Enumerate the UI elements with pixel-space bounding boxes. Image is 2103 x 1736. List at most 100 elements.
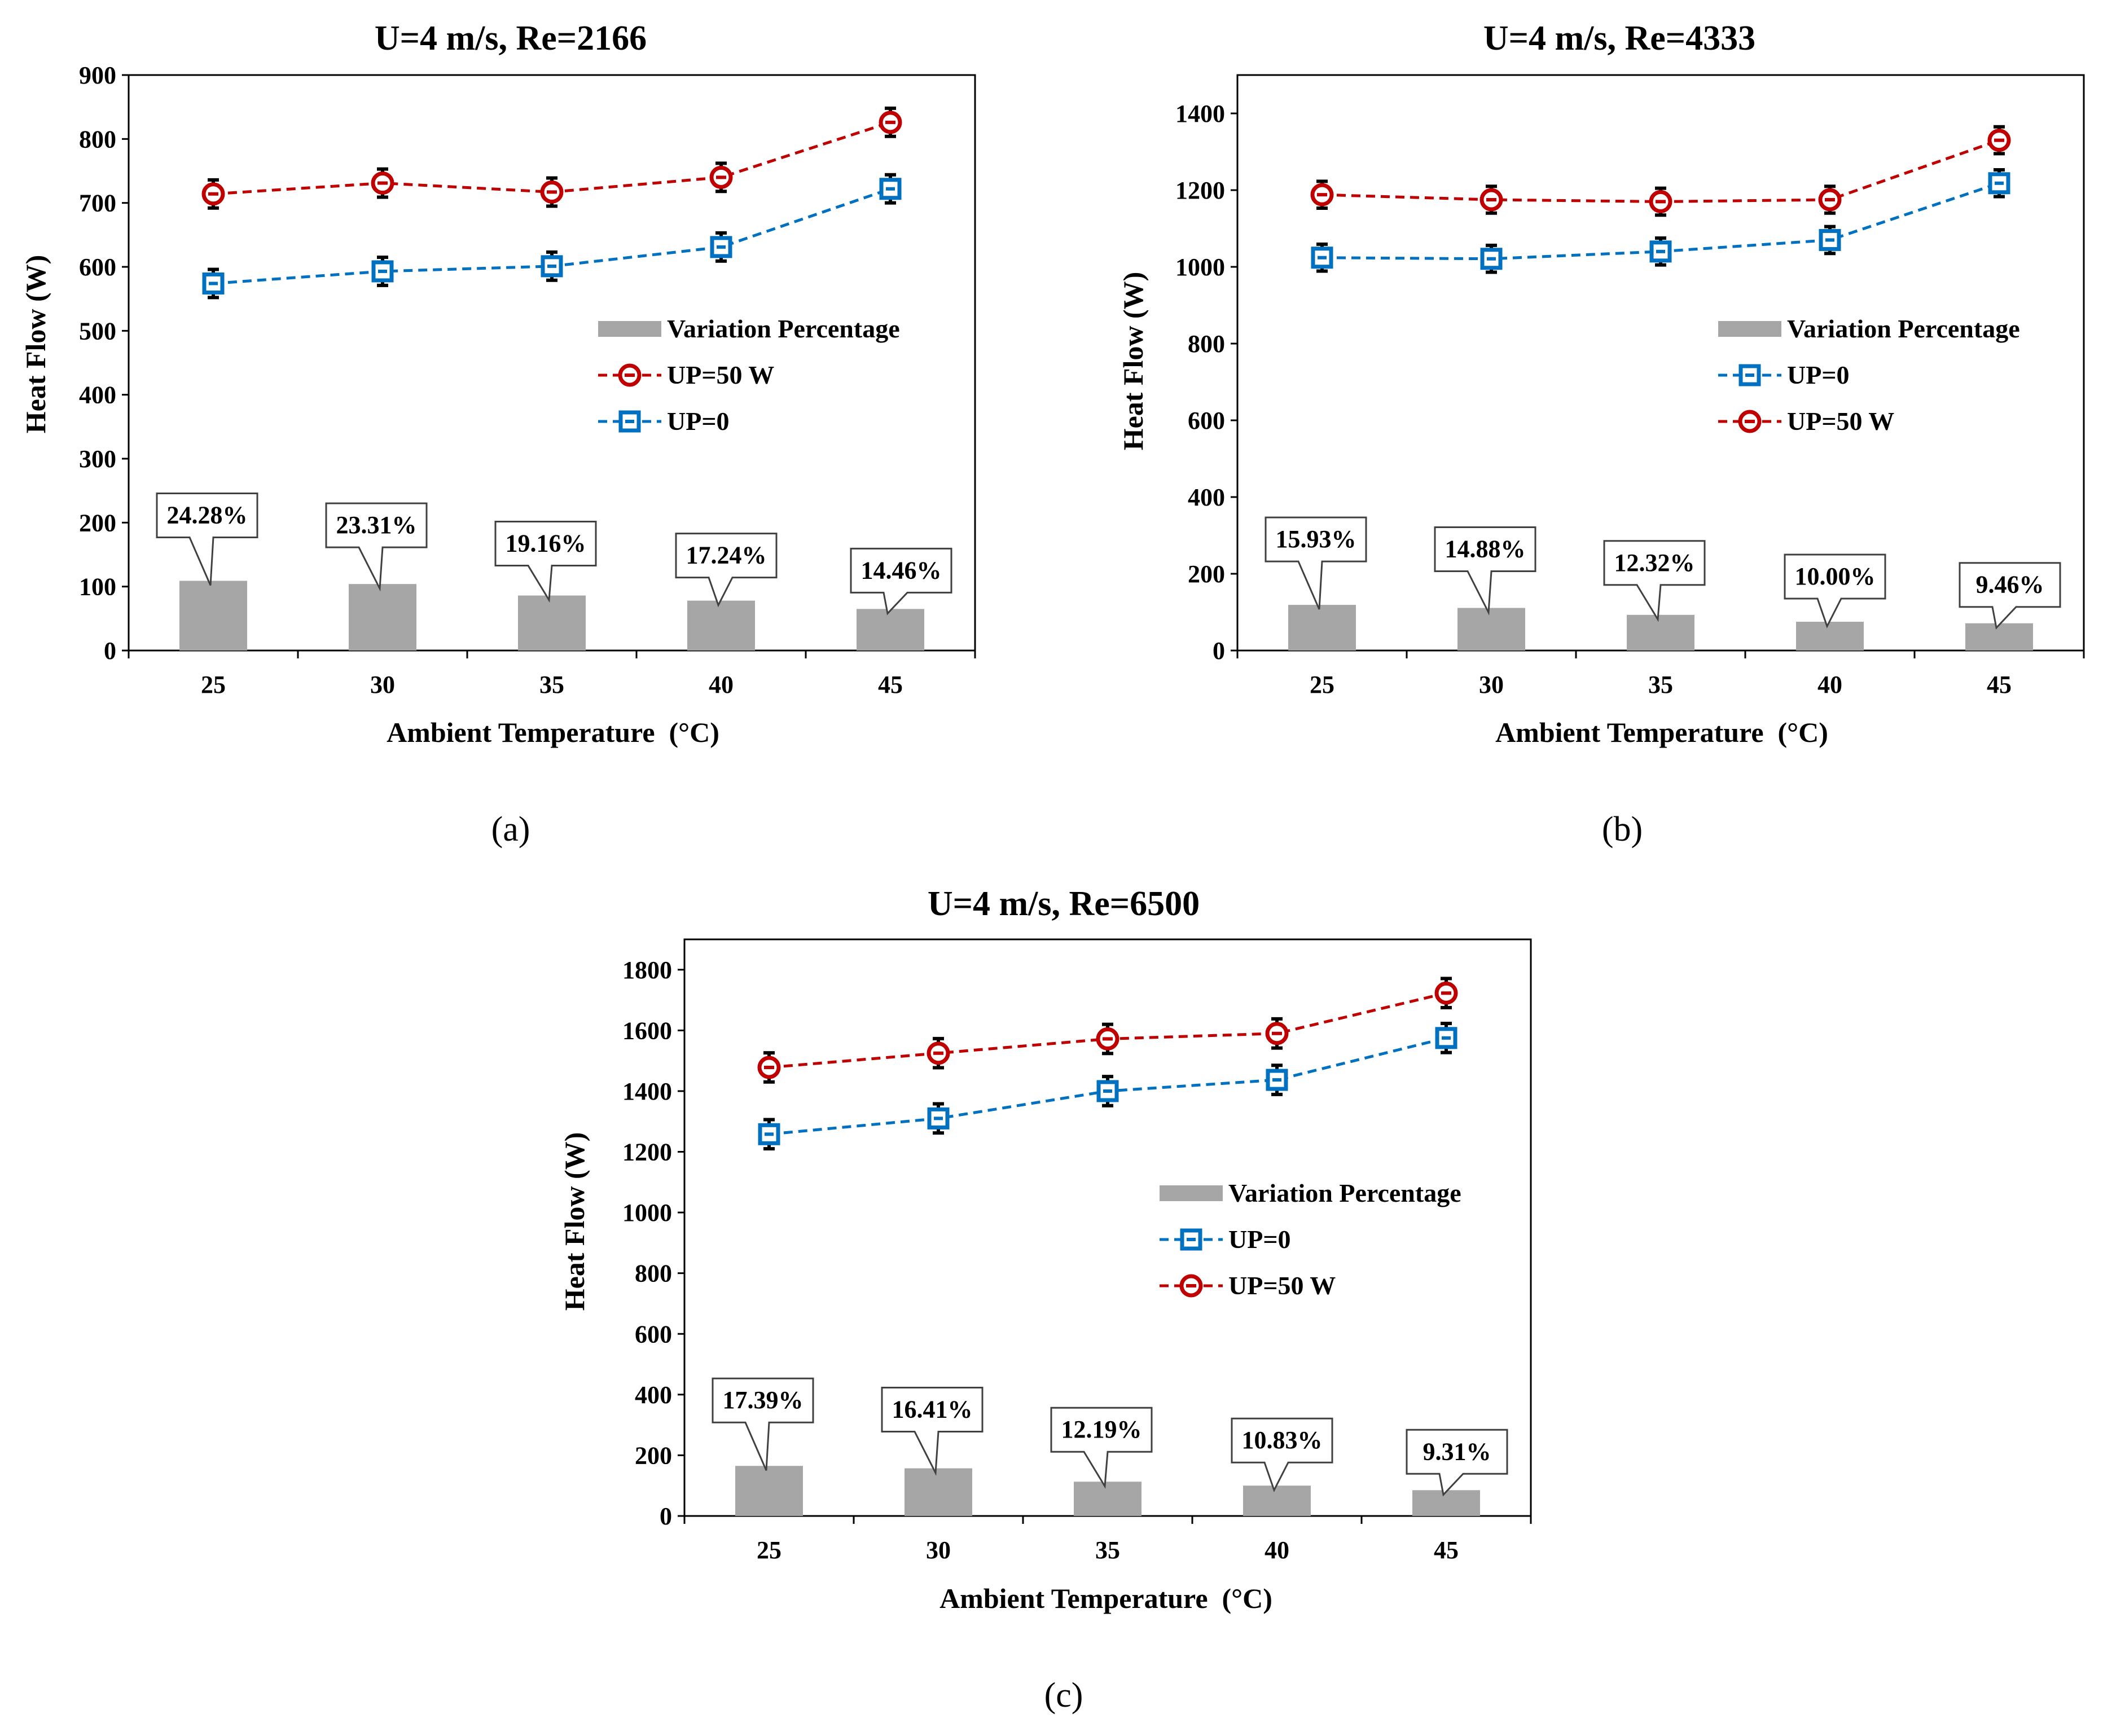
data-label-callout bbox=[494, 521, 597, 603]
data-label: 9.31% bbox=[1423, 1438, 1491, 1465]
data-label: 19.16% bbox=[506, 530, 586, 557]
legend-marker bbox=[1179, 1274, 1203, 1298]
data-point-marker bbox=[1310, 183, 1334, 206]
variation-bar bbox=[735, 1466, 803, 1516]
data-point-marker bbox=[1096, 1080, 1119, 1102]
data-point-marker-box bbox=[927, 1107, 950, 1130]
data-label: 12.32% bbox=[1614, 549, 1695, 577]
data-label: 10.83% bbox=[1242, 1426, 1323, 1454]
y-tick-label: 800 bbox=[1188, 330, 1225, 358]
legend: Variation Percentage UP=50 W UP=0 bbox=[598, 314, 900, 436]
variation-bar bbox=[1412, 1490, 1480, 1516]
data-label-callout bbox=[1231, 1417, 1333, 1493]
variation-bar bbox=[1796, 622, 1864, 651]
variation-bar bbox=[349, 584, 416, 651]
data-point-marker bbox=[879, 111, 902, 134]
data-point-marker bbox=[202, 272, 225, 295]
data-point-marker bbox=[1987, 129, 2011, 152]
panel-label: (c) bbox=[1044, 1676, 1083, 1715]
legend-swatch-bar bbox=[1718, 321, 1781, 337]
x-axis-label: Ambient Temperature (°C) bbox=[939, 1583, 1272, 1614]
legend-label: UP=50 W bbox=[1787, 407, 1894, 436]
data-label-callout bbox=[1265, 516, 1367, 610]
y-tick-label: 700 bbox=[79, 190, 116, 217]
y-tick-label: 600 bbox=[79, 253, 116, 281]
x-tick-label: 25 bbox=[201, 671, 226, 698]
chart-title: U=4 m/s, Re=2166 bbox=[375, 19, 647, 58]
legend-label: Variation Percentage bbox=[1228, 1179, 1461, 1207]
variation-bar bbox=[857, 609, 924, 651]
variation-bar bbox=[1965, 623, 2033, 651]
variation-bar bbox=[1243, 1486, 1311, 1516]
variation-bar bbox=[1457, 608, 1525, 651]
data-label: 10.00% bbox=[1795, 562, 1876, 590]
variation-bar bbox=[179, 581, 247, 651]
data-point-marker bbox=[1479, 188, 1503, 212]
data-label-callout bbox=[675, 533, 778, 608]
data-label-callout bbox=[1603, 540, 1706, 622]
x-tick-label: 30 bbox=[1479, 671, 1504, 698]
data-point-marker bbox=[1435, 1027, 1457, 1049]
data-label-callout bbox=[325, 502, 428, 592]
data-point-marker bbox=[1434, 981, 1458, 1005]
data-label-callout bbox=[1406, 1429, 1508, 1497]
data-point-marker bbox=[758, 1123, 780, 1145]
data-point-marker-box bbox=[1649, 240, 1672, 263]
x-tick-label: 30 bbox=[926, 1536, 951, 1564]
legend: Variation Percentage UP=0 UP=50 W bbox=[1160, 1179, 1461, 1300]
data-point-marker bbox=[1096, 1027, 1119, 1051]
y-tick-label: 600 bbox=[635, 1320, 672, 1348]
legend-marker bbox=[618, 363, 642, 387]
data-point-marker-box bbox=[1266, 1069, 1288, 1091]
variation-bar bbox=[518, 595, 586, 651]
y-tick-label: 1600 bbox=[622, 1017, 672, 1044]
chart-title: U=4 m/s, Re=6500 bbox=[928, 885, 1200, 923]
x-tick-label: 25 bbox=[1310, 671, 1334, 698]
data-label: 17.24% bbox=[686, 542, 767, 569]
data-point-marker bbox=[1649, 190, 1672, 213]
x-tick-label: 45 bbox=[878, 671, 903, 698]
chart-panel-b: U=4 m/s, Re=4333 Heat Flow (W) Ambient T… bbox=[1117, 19, 2085, 849]
data-point-marker bbox=[1480, 248, 1503, 270]
data-point-marker bbox=[927, 1107, 950, 1130]
y-tick-label: 0 bbox=[660, 1502, 672, 1530]
x-tick-label: 45 bbox=[1987, 671, 2012, 698]
data-label-callout bbox=[881, 1387, 984, 1476]
legend-swatch-bar bbox=[598, 321, 661, 337]
legend-label: UP=50 W bbox=[1228, 1271, 1336, 1300]
x-tick-label: 40 bbox=[1817, 671, 1842, 698]
y-tick-label: 400 bbox=[1188, 484, 1225, 511]
data-point-marker bbox=[1818, 188, 1842, 212]
y-tick-label: 100 bbox=[79, 573, 116, 601]
y-tick-label: 0 bbox=[104, 637, 116, 665]
x-tick-label: 40 bbox=[709, 671, 734, 698]
y-tick-label: 600 bbox=[1188, 407, 1225, 434]
x-tick-label: 45 bbox=[1434, 1536, 1459, 1564]
legend-marker bbox=[618, 410, 641, 433]
variation-bar bbox=[1627, 614, 1694, 651]
legend-swatch-bar bbox=[1160, 1185, 1223, 1201]
data-point-marker bbox=[371, 260, 394, 283]
y-tick-label: 200 bbox=[635, 1441, 672, 1469]
data-label: 12.19% bbox=[1061, 1416, 1142, 1443]
data-point-marker bbox=[1819, 228, 1841, 251]
legend-label: UP=0 bbox=[667, 407, 730, 436]
panel-label: (a) bbox=[491, 810, 530, 849]
x-tick-label: 30 bbox=[370, 671, 395, 698]
y-tick-label: 1200 bbox=[622, 1139, 672, 1166]
y-tick-label: 300 bbox=[79, 445, 116, 473]
variation-bar bbox=[905, 1468, 972, 1516]
data-point-marker bbox=[541, 255, 563, 278]
variation-bar bbox=[1074, 1482, 1141, 1516]
data-point-marker bbox=[757, 1056, 781, 1079]
data-point-marker bbox=[1988, 172, 2010, 195]
data-point-marker bbox=[927, 1041, 950, 1065]
data-label-callout bbox=[1959, 562, 2061, 630]
data-point-marker bbox=[1649, 240, 1672, 263]
data-label-callout bbox=[156, 492, 258, 586]
y-tick-label: 200 bbox=[1188, 560, 1225, 588]
y-tick-label: 400 bbox=[79, 381, 116, 409]
legend-label: UP=0 bbox=[1228, 1225, 1291, 1254]
chart-title: U=4 m/s, Re=4333 bbox=[1483, 19, 1755, 58]
